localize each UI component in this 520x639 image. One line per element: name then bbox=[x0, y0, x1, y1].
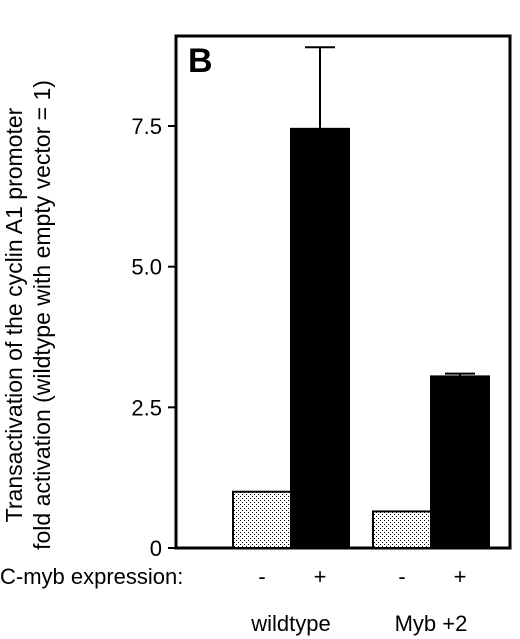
y-axis-label-line2: fold activation (wildtype with empty vec… bbox=[29, 80, 55, 550]
expression-row-label: C-myb expression: bbox=[0, 564, 183, 589]
bar-0-1 bbox=[290, 127, 350, 549]
bar-0-0 bbox=[232, 490, 292, 550]
y-tick-label-0: 0 bbox=[150, 536, 162, 561]
expression-sign-1-1: + bbox=[454, 564, 467, 589]
panel-label: B bbox=[188, 42, 213, 80]
bar-1-0 bbox=[372, 510, 432, 549]
y-tick-label-2: 5.0 bbox=[131, 255, 162, 280]
y-axis-label-line1: Transactivation of the cyclin A1 promote… bbox=[1, 107, 27, 522]
expression-sign-0-1: + bbox=[314, 564, 327, 589]
y-tick-label-3: 7.5 bbox=[131, 114, 162, 139]
group-label-0: wildtype bbox=[250, 611, 330, 636]
expression-sign-0-0: - bbox=[258, 564, 265, 589]
group-label-1: Myb +2 bbox=[395, 611, 468, 636]
y-tick-label-1: 2.5 bbox=[131, 395, 162, 420]
bar-1-1 bbox=[430, 375, 490, 549]
expression-sign-1-0: - bbox=[398, 564, 405, 589]
